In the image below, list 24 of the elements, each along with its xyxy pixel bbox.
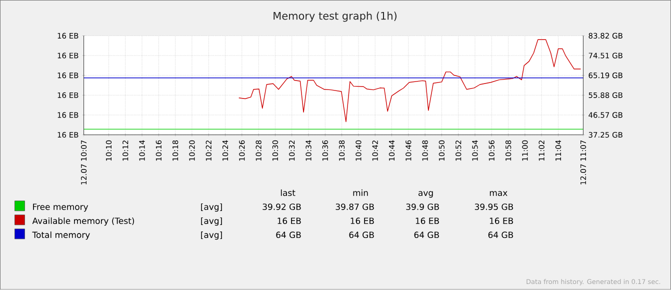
text: 39.87 GB xyxy=(336,204,374,210)
text: avg xyxy=(418,191,433,198)
text: 64 GB xyxy=(276,232,301,238)
text: 16 EB xyxy=(350,218,374,224)
text: last xyxy=(280,190,296,196)
line-series xyxy=(238,39,582,122)
chart-title: Memory test graph (1h) xyxy=(274,12,396,22)
text: 64 GB xyxy=(349,232,374,238)
text: min xyxy=(353,190,368,196)
text: 16 EB xyxy=(278,218,301,224)
text: 16 EB xyxy=(416,218,439,224)
text: [avg] xyxy=(201,232,222,240)
text: [avg] xyxy=(201,218,222,226)
text: [avg] xyxy=(201,204,222,212)
legend-label: Available memory (Test) xyxy=(32,218,134,226)
text: 16 EB xyxy=(490,218,514,224)
text: 64 GB xyxy=(414,232,439,238)
text: 39.9 GB xyxy=(406,204,439,210)
legend-label: Total memory xyxy=(32,232,90,240)
text: 64 GB xyxy=(488,232,514,238)
text: 39.92 GB xyxy=(262,204,301,210)
text: max xyxy=(490,191,508,196)
text: 39.95 GB xyxy=(474,204,514,210)
legend-label: Free memory xyxy=(33,204,88,212)
